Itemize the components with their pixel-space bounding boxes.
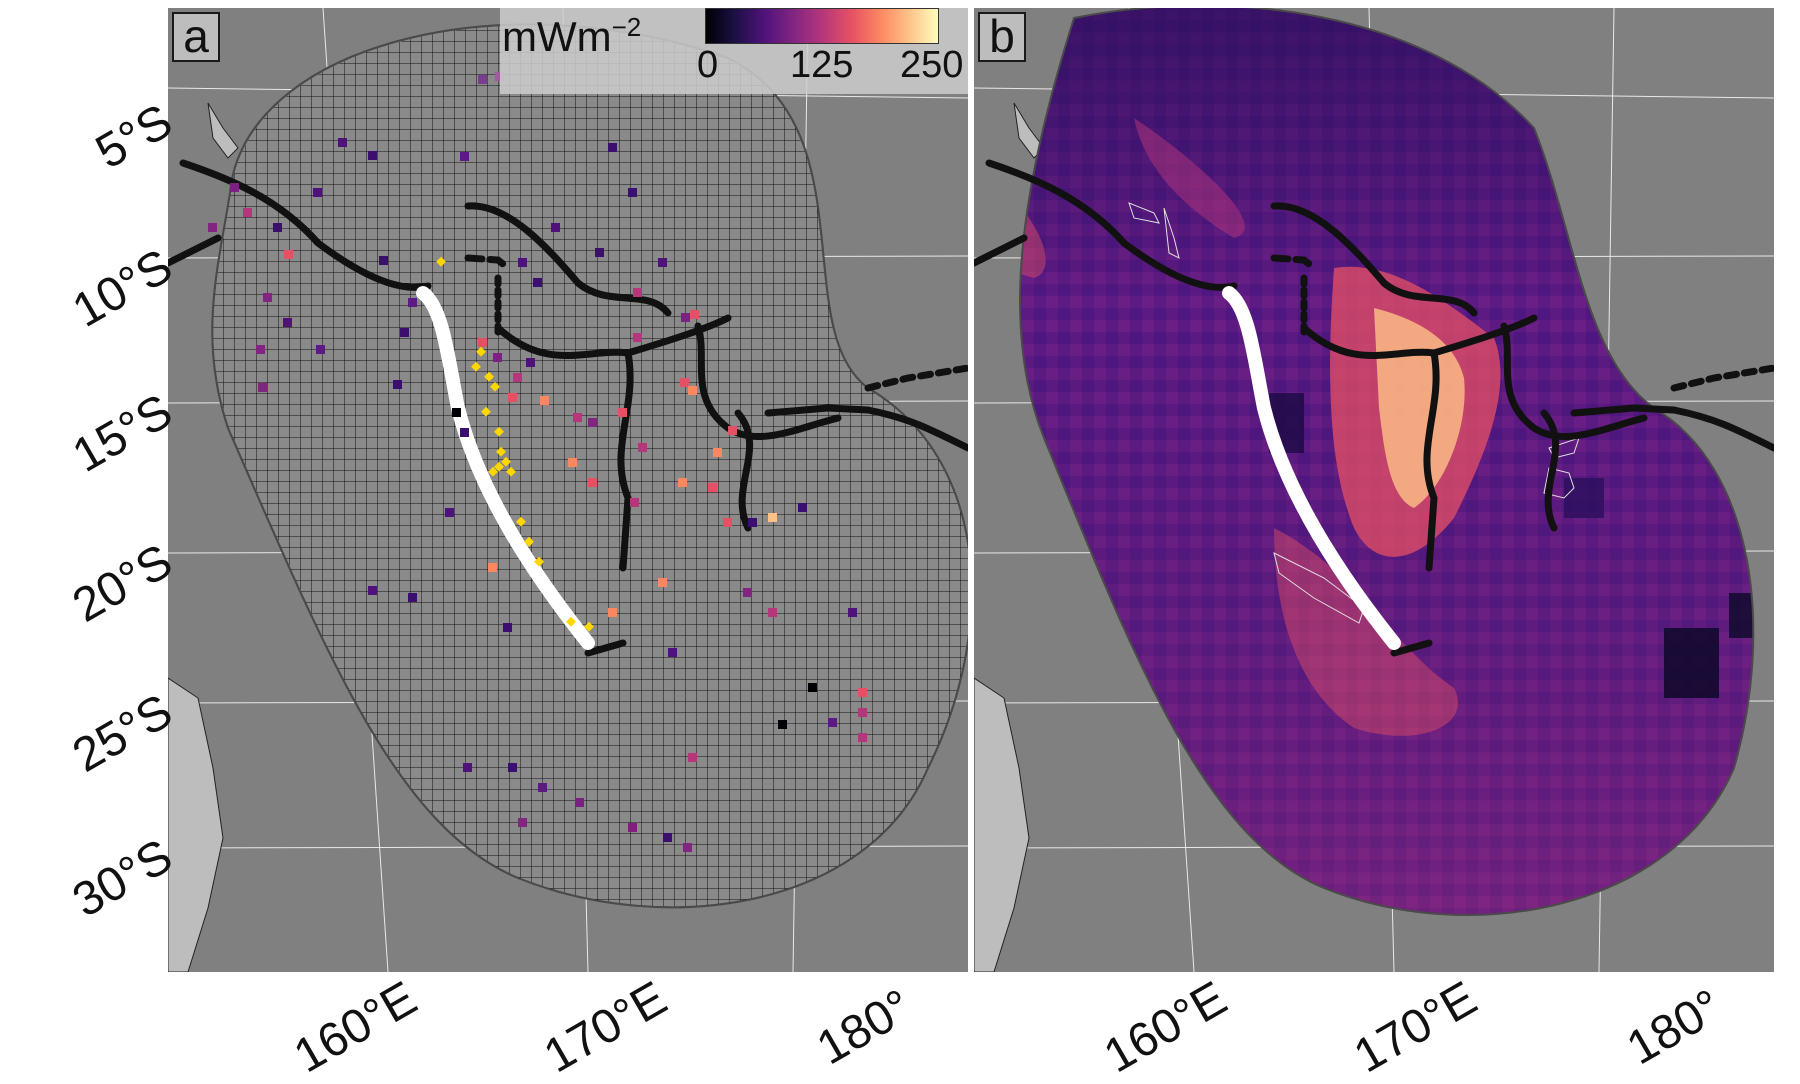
legend-tick-250: 250 [900, 44, 964, 86]
plate-boundaries [974, 159, 1774, 657]
lat-label-30s: 30°S [64, 829, 182, 928]
lon-label-a-180: 180° [808, 979, 921, 1076]
legend-tick-125: 125 [790, 44, 854, 86]
lon-label-a-160e: 160°E [285, 971, 426, 1084]
legend-tick-0: 0 [697, 44, 719, 86]
colorbar [705, 8, 939, 44]
lon-label-b-160e: 160°E [1095, 971, 1236, 1084]
land-masses [974, 102, 1045, 972]
panel-a-svg [168, 8, 968, 972]
observation-markers [208, 72, 867, 852]
lon-label-a-170e: 170°E [535, 971, 676, 1084]
highlighted-trench [1222, 286, 1401, 650]
legend-unit: mWm [502, 13, 612, 60]
panel-b-svg [974, 8, 1774, 972]
prediction-raster [1020, 8, 1754, 915]
lat-label-5s: 5°S [87, 94, 182, 180]
panel-a-label: a [172, 12, 220, 62]
lon-label-b-180: 180° [1618, 979, 1731, 1076]
legend-unit-exponent: −2 [611, 12, 642, 42]
lon-label-b-170e: 170°E [1345, 971, 1486, 1084]
plate-boundaries [168, 159, 968, 657]
island-outlines [1128, 202, 1580, 624]
panel-a-map: a [168, 8, 968, 972]
lat-label-15s: 15°S [64, 384, 182, 483]
lat-label-25s: 25°S [64, 684, 182, 783]
panel-b-map: b [974, 8, 1774, 972]
lat-label-10s: 10°S [64, 239, 182, 338]
panel-b-label: b [978, 12, 1026, 62]
yellow-observation-markers [436, 256, 594, 632]
lat-label-20s: 20°S [64, 534, 182, 633]
legend-title: mWm−2 [502, 12, 641, 61]
